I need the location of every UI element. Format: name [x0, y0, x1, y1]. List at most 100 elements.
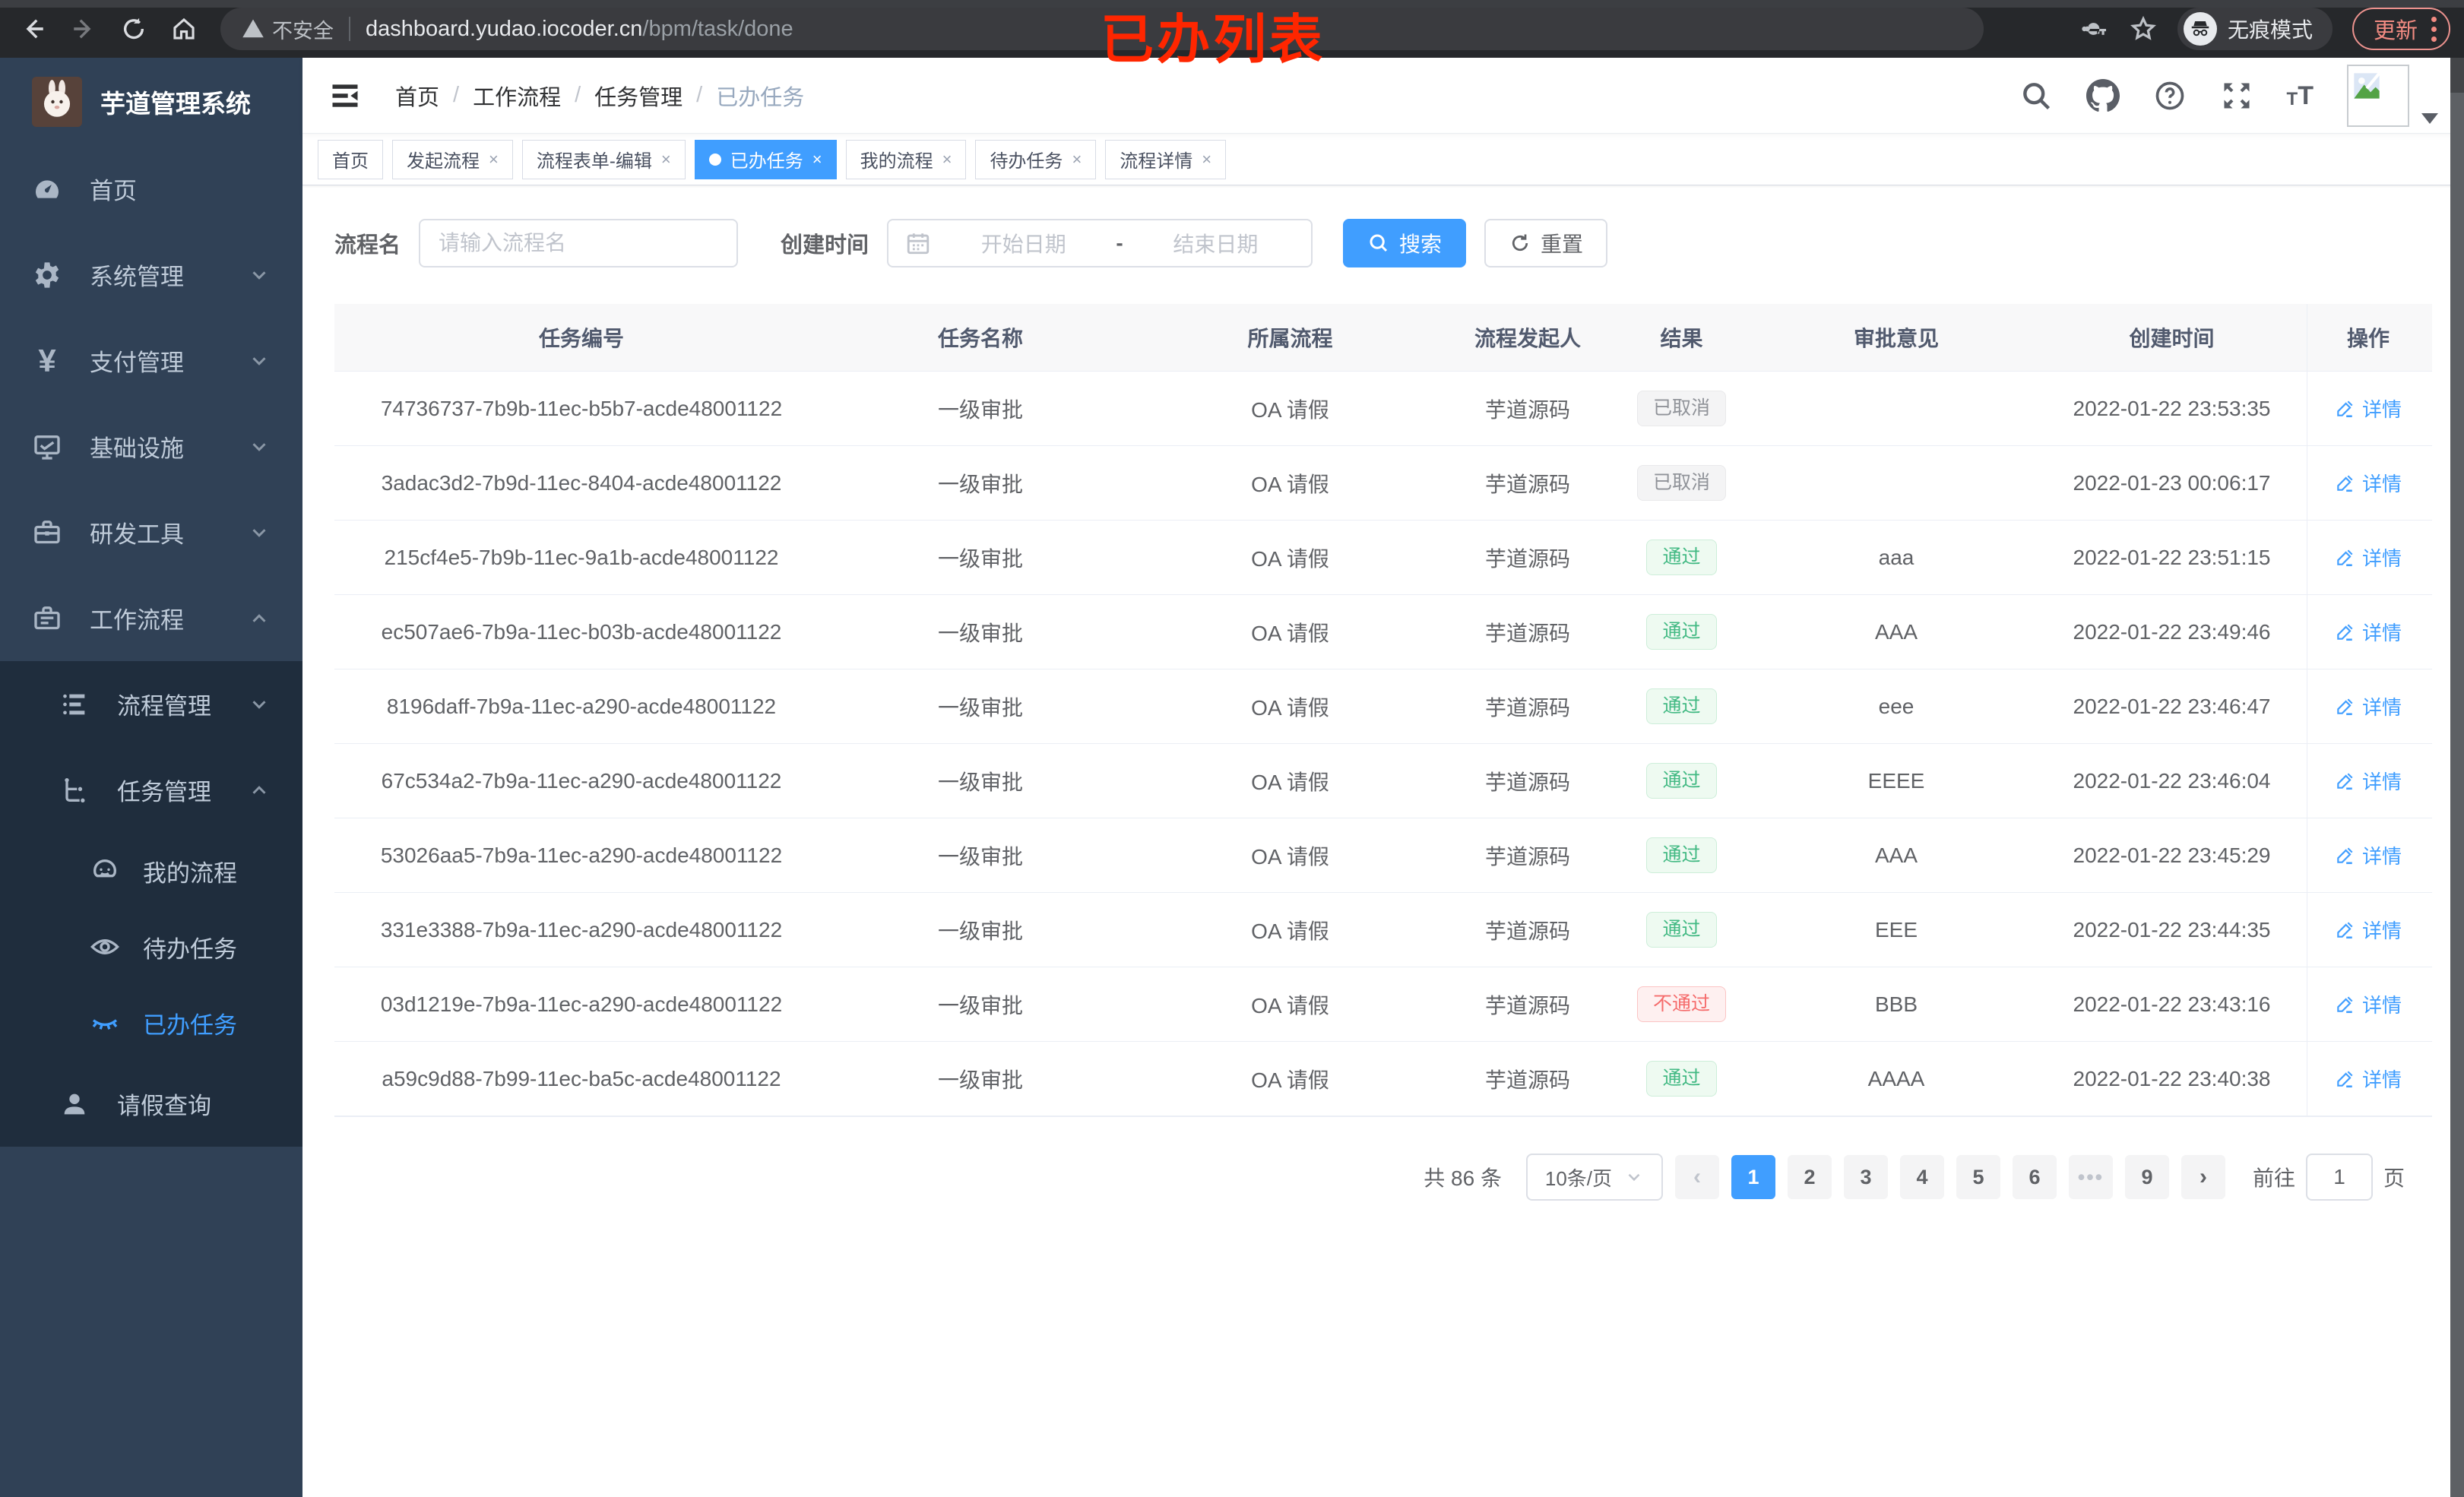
sidebar-item-payment[interactable]: ¥ 支付管理 [0, 318, 302, 404]
browser-update-button[interactable]: 更新 [2352, 8, 2450, 50]
sidebar-item-home[interactable]: 首页 [0, 146, 302, 232]
sidebar-item-workflow[interactable]: 工作流程 [0, 575, 302, 661]
breadcrumb-task-mgmt[interactable]: 任务管理 [594, 85, 683, 110]
more-pages-button[interactable]: ••• [2068, 1155, 2113, 1199]
tab-todo-tasks[interactable]: 待办任务 × [975, 139, 1097, 179]
help-icon[interactable] [2153, 79, 2187, 112]
cell-starter: 芋道源码 [1484, 993, 1570, 1018]
sidebar-item-done-tasks[interactable]: 已办任务 [0, 985, 302, 1061]
github-icon[interactable] [2086, 78, 2120, 112]
password-key-icon[interactable] [2080, 14, 2109, 43]
page-size-select[interactable]: 10条/页 [1525, 1154, 1663, 1201]
cell-comment [1756, 372, 2037, 445]
cell-process: OA 请假 [1251, 621, 1329, 645]
detail-button[interactable]: 详情 [2335, 767, 2402, 795]
col-header-action: 操作 [2307, 304, 2429, 371]
browser-reload-icon[interactable] [117, 12, 150, 46]
detail-button[interactable]: 详情 [2335, 469, 2402, 497]
tab-label: 首页 [332, 151, 369, 172]
col-header-task-id: 任务编号 [538, 327, 624, 350]
sidebar-item-todo-tasks[interactable]: 待办任务 [0, 909, 302, 985]
search-icon[interactable] [2019, 79, 2053, 112]
tab-close-icon[interactable]: × [1072, 149, 1082, 169]
cell-task-name: 一级审批 [937, 844, 1023, 869]
goto-page-input[interactable] [2305, 1154, 2373, 1201]
edit-pencil-icon [2337, 698, 2353, 715]
detail-button[interactable]: 详情 [2335, 543, 2402, 571]
sidebar-item-system[interactable]: 系统管理 [0, 232, 302, 318]
user-avatar-menu[interactable] [2347, 64, 2438, 127]
detail-button[interactable]: 详情 [2335, 692, 2402, 720]
sidebar-item-leave-query[interactable]: 请假查询 [0, 1061, 302, 1147]
result-tag: 通过 [1646, 540, 1717, 575]
incognito-badge: 无痕模式 [2177, 8, 2333, 50]
bookmark-star-icon[interactable] [2129, 14, 2158, 43]
breadcrumb-workflow[interactable]: 工作流程 [473, 85, 562, 110]
tab-close-icon[interactable]: × [812, 149, 822, 169]
cell-create-time: 2022-01-22 23:53:35 [2073, 396, 2271, 420]
cell-create-time: 2022-01-22 23:46:47 [2073, 694, 2271, 718]
cell-starter: 芋道源码 [1484, 695, 1570, 720]
detail-button[interactable]: 详情 [2335, 394, 2402, 423]
sidebar-item-my-process[interactable]: 我的流程 [0, 833, 302, 909]
browser-menu-icon[interactable] [2431, 16, 2437, 42]
page-button-9[interactable]: 9 [2124, 1155, 2169, 1199]
cell-task-name: 一级审批 [937, 919, 1023, 943]
process-name-input[interactable] [419, 219, 739, 267]
tab-close-icon[interactable]: × [1202, 149, 1212, 169]
pagination: 共 86 条 10条/页 ‹ 1 2 3 4 5 6 ••• 9 › 前往 页 [334, 1154, 2405, 1201]
tab-start-process[interactable]: 发起流程 × [392, 139, 513, 179]
detail-button[interactable]: 详情 [2335, 1065, 2402, 1093]
browser-forward-icon[interactable] [67, 12, 100, 46]
end-date-placeholder: 结束日期 [1173, 233, 1259, 256]
detail-label: 详情 [2361, 845, 2402, 868]
tab-close-icon[interactable]: × [942, 149, 952, 169]
detail-button[interactable]: 详情 [2335, 841, 2402, 869]
cell-starter: 芋道源码 [1484, 844, 1570, 869]
search-button[interactable]: 搜索 [1343, 219, 1467, 267]
detail-button[interactable]: 详情 [2335, 916, 2402, 944]
page-button-5[interactable]: 5 [1956, 1155, 2000, 1199]
window-scrollbar[interactable] [2450, 58, 2464, 1497]
tab-my-process[interactable]: 我的流程 × [845, 139, 967, 179]
date-range-picker[interactable]: 开始日期 - 结束日期 [887, 219, 1313, 267]
page-button-6[interactable]: 6 [2012, 1155, 2057, 1199]
tab-done-tasks[interactable]: 已办任务 × [694, 139, 837, 179]
sidebar-item-infra[interactable]: 基础设施 [0, 404, 302, 489]
tab-process-detail[interactable]: 流程详情 × [1105, 139, 1227, 179]
tab-form-edit[interactable]: 流程表单-编辑 × [521, 139, 686, 179]
fullscreen-icon[interactable] [2220, 79, 2253, 112]
detail-button[interactable]: 详情 [2335, 990, 2402, 1018]
browser-back-icon[interactable] [17, 12, 50, 46]
goto-label: 前往 [2252, 1166, 2295, 1190]
start-date-placeholder: 开始日期 [980, 233, 1066, 256]
address-bar[interactable]: 不安全 dashboard.yudao.iocoder.cn/bpm/task/… [220, 8, 1984, 50]
sidebar-item-devtools[interactable]: 研发工具 [0, 489, 302, 575]
cell-result: 已取消 [1607, 446, 1756, 520]
refresh-icon [1512, 234, 1528, 252]
tab-home[interactable]: 首页 [318, 139, 383, 179]
sidebar-logo[interactable]: 芋道管理系统 [0, 58, 302, 146]
next-page-button[interactable]: › [2181, 1155, 2225, 1199]
prev-page-button[interactable]: ‹ [1674, 1155, 1719, 1199]
page-button-1[interactable]: 1 [1731, 1155, 1775, 1199]
edit-pencil-icon [2337, 921, 2353, 938]
page-button-3[interactable]: 3 [1843, 1155, 1888, 1199]
browser-home-icon[interactable] [167, 12, 201, 46]
breadcrumb-home[interactable]: 首页 [395, 85, 440, 110]
tab-close-icon[interactable]: × [489, 149, 499, 169]
sidebar-item-task-mgmt[interactable]: 任务管理 [0, 747, 302, 833]
sidebar-collapse-icon[interactable] [328, 79, 362, 112]
tab-label: 待办任务 [990, 151, 1063, 172]
detail-button[interactable]: 详情 [2335, 618, 2402, 646]
tab-close-icon[interactable]: × [660, 149, 671, 169]
cell-task-id: 8196daff-7b9a-11ec-a290-acde48001122 [386, 694, 777, 718]
page-button-4[interactable]: 4 [1899, 1155, 1944, 1199]
sidebar-item-label: 流程管理 [117, 693, 211, 720]
reset-button[interactable]: 重置 [1484, 219, 1608, 267]
sidebar-item-process-mgmt[interactable]: 流程管理 [0, 661, 302, 747]
cell-create-time: 2022-01-23 00:06:17 [2073, 470, 2271, 495]
page-button-2[interactable]: 2 [1787, 1155, 1832, 1199]
briefcase-icon [34, 606, 60, 629]
